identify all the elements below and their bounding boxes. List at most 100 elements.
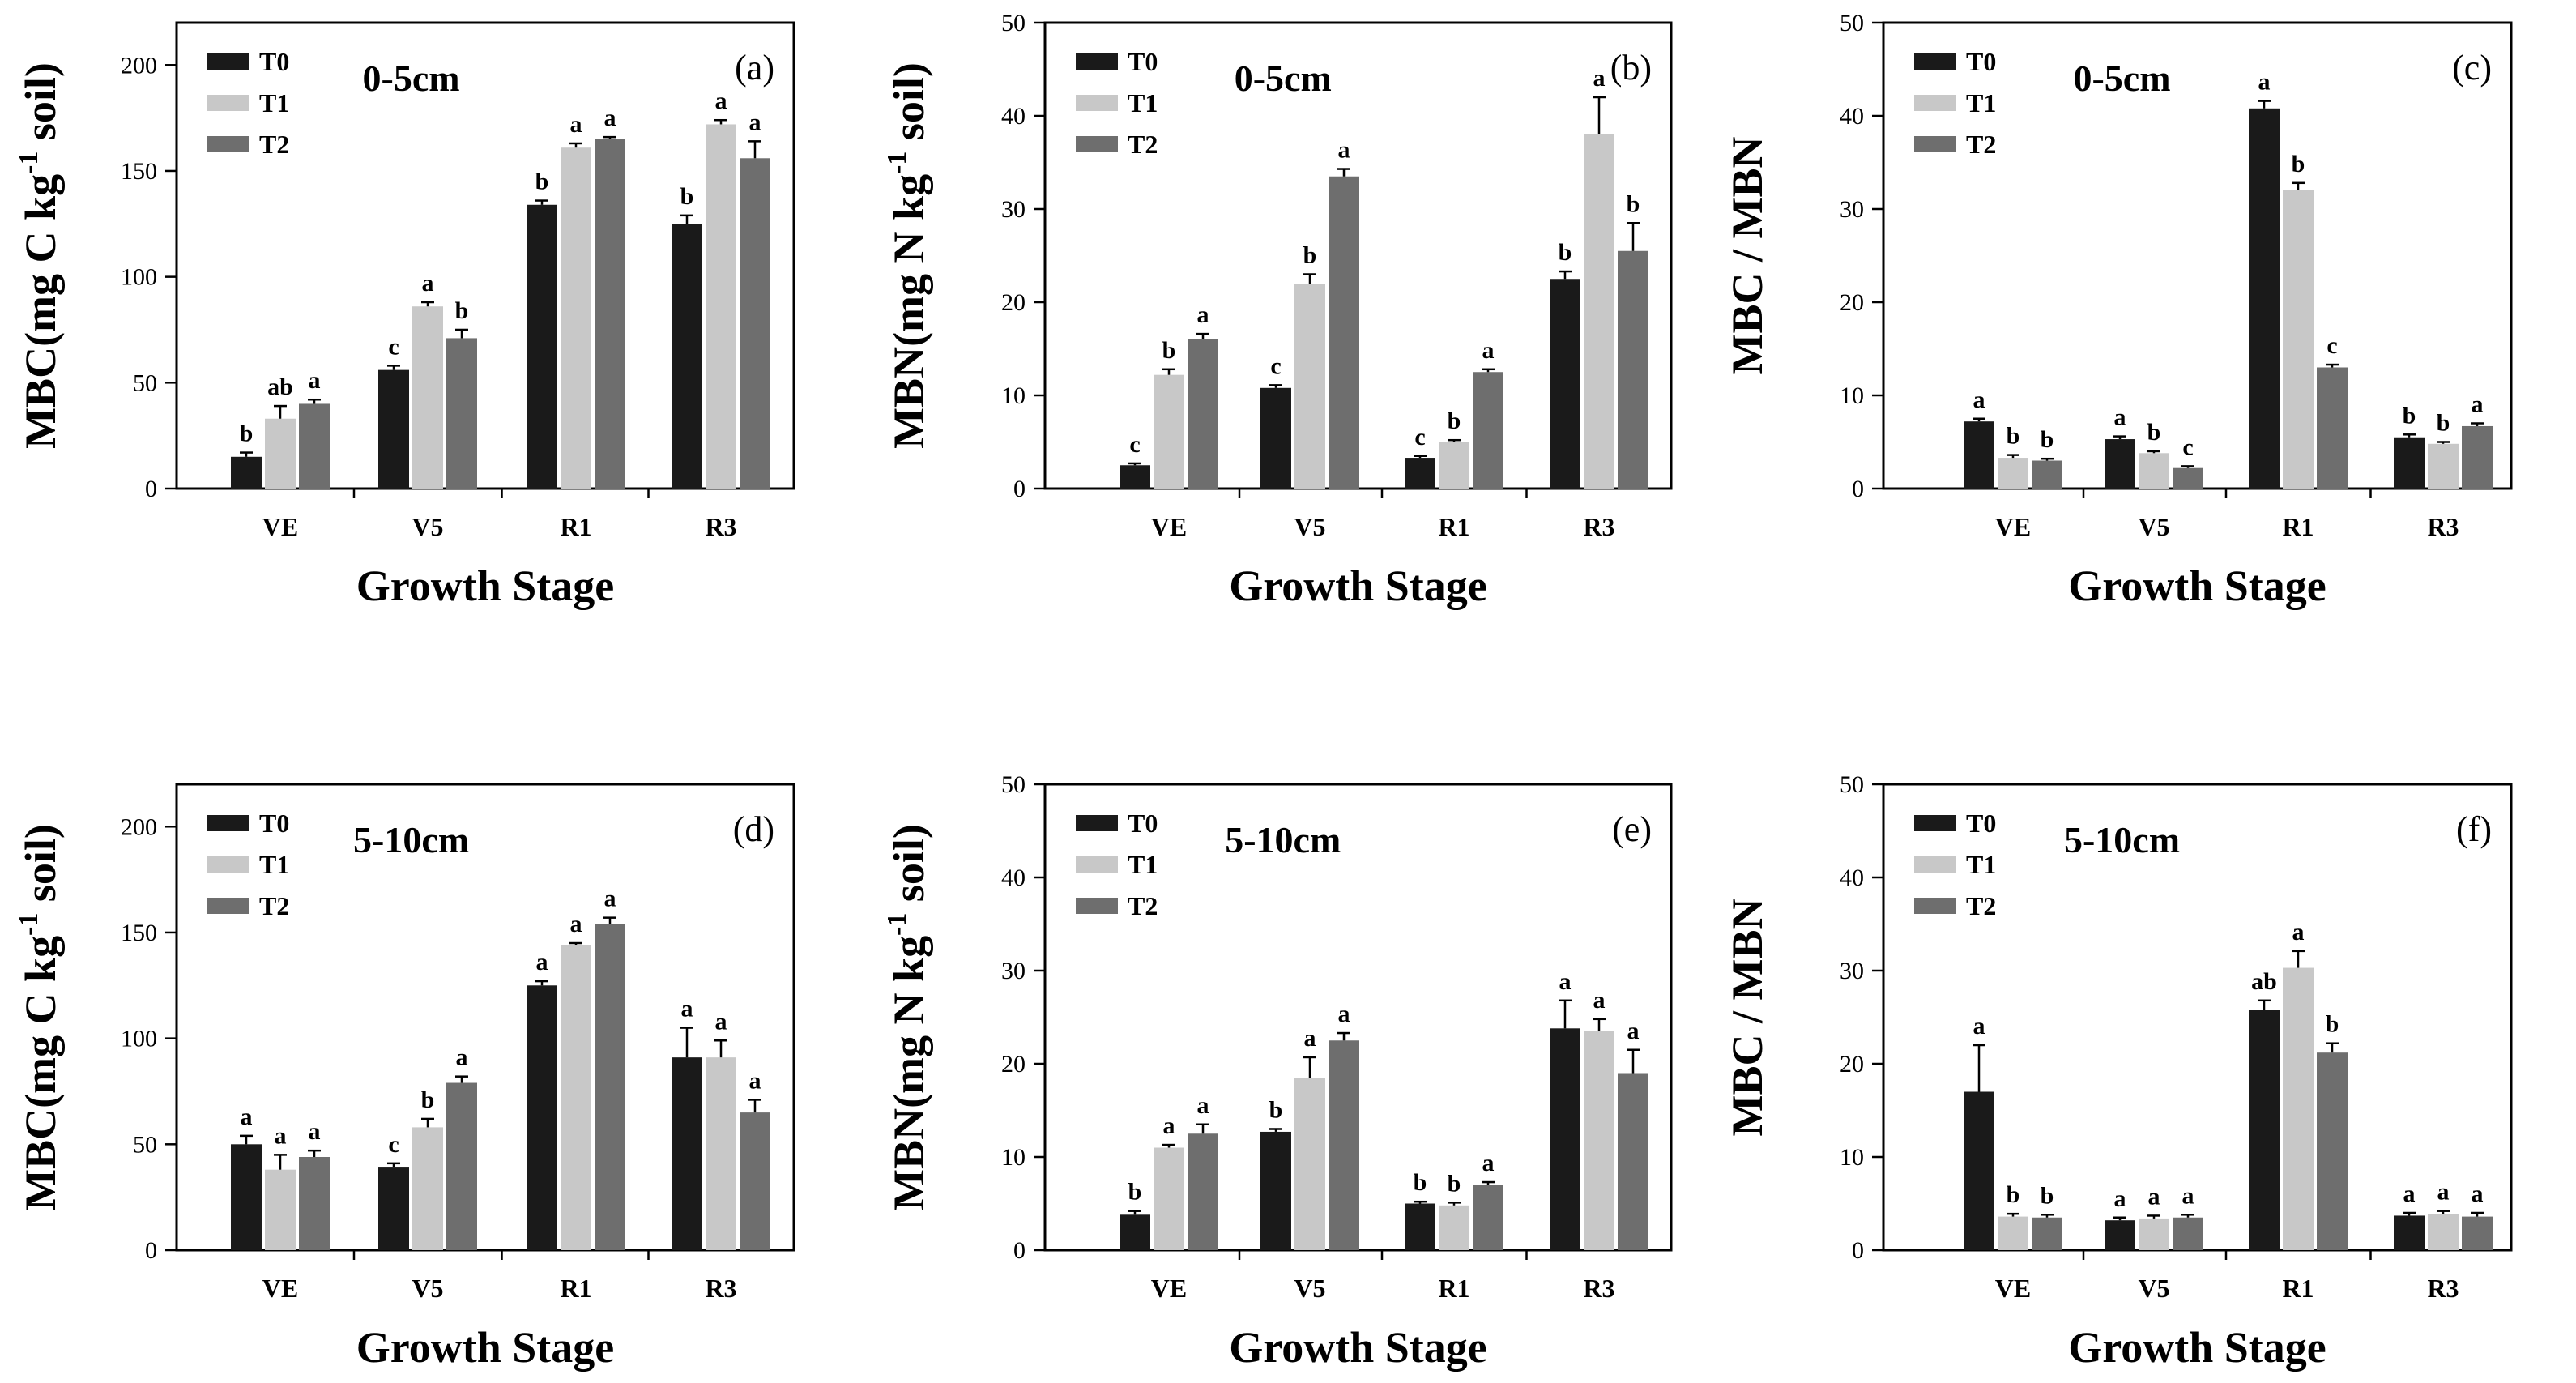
legend-label: T2 (259, 130, 289, 159)
panel-tag: (a) (735, 48, 774, 88)
x-tick-label: VE (262, 1274, 298, 1303)
x-tick-label: VE (1995, 1274, 2031, 1303)
bar-T2-VE (2032, 1217, 2062, 1250)
significance-letter: a (2258, 69, 2271, 96)
y-axis-label: MBC(mg C kg-1 soil) (14, 824, 65, 1210)
y-tick-label: 20 (1840, 289, 1864, 316)
significance-letter: b (1448, 1170, 1461, 1197)
bar-T0-R1 (1405, 1203, 1435, 1250)
y-tick-label: 40 (1001, 103, 1026, 130)
bar-T0-R3 (672, 224, 702, 489)
bar-T0-VE (231, 456, 262, 489)
y-tick-label: 30 (1001, 958, 1026, 984)
bar-T2-V5 (2173, 467, 2203, 489)
significance-letter: a (241, 1103, 253, 1130)
y-tick-label: 150 (121, 158, 157, 185)
y-tick-label: 0 (1852, 476, 1864, 502)
significance-letter: a (1973, 1013, 1985, 1039)
bar-T2-V5 (446, 338, 477, 489)
y-tick-label: 10 (1840, 1144, 1864, 1171)
significance-letter: b (1303, 242, 1317, 269)
bar-T2-V5 (2173, 1217, 2203, 1250)
bar-T1-V5 (1294, 284, 1325, 489)
bar-T2-R3 (2462, 1216, 2493, 1250)
significance-letter: b (1559, 239, 1572, 266)
bar-T2-R1 (2317, 1052, 2348, 1250)
x-tick-label: R3 (1583, 512, 1614, 541)
significance-letter: b (2147, 419, 2161, 446)
bar-T2-VE (1188, 339, 1218, 489)
significance-letter: a (1197, 1092, 1209, 1119)
significance-letter: c (1270, 352, 1281, 379)
significance-letter: b (1128, 1179, 1142, 1206)
y-axis-label-main: MBC(mg C kg (16, 174, 65, 449)
bar-T1-V5 (2139, 1218, 2169, 1250)
significance-letter: a (2437, 1179, 2450, 1206)
bar-T0-R1 (2249, 1010, 2280, 1250)
significance-letter: a (456, 1044, 468, 1071)
bar-T0-V5 (2105, 1220, 2135, 1250)
legend-swatch-T1 (207, 856, 249, 873)
bar-T2-R1 (1473, 372, 1503, 489)
significance-letter: a (715, 1008, 727, 1035)
panel-tag: (e) (1612, 809, 1652, 849)
legend-swatch-T1 (1914, 856, 1956, 873)
bar-T0-V5 (1260, 1131, 1291, 1250)
significance-letter: a (604, 886, 616, 912)
panel-tag: (b) (1610, 48, 1652, 88)
y-axis-label-sup: -1 (882, 152, 912, 174)
y-axis-label: MBC(mg C kg-1 soil) (14, 62, 65, 449)
significance-letter: a (749, 1067, 761, 1094)
legend-swatch-T2 (207, 136, 249, 152)
significance-letter: a (2114, 1185, 2126, 1212)
x-tick-label: R1 (560, 1274, 591, 1303)
bar-T2-R3 (740, 158, 770, 489)
y-tick-label: 10 (1001, 1144, 1026, 1171)
bar-T1-V5 (412, 1127, 443, 1250)
significance-letter: a (681, 996, 693, 1022)
x-tick-label: R3 (705, 1274, 736, 1303)
significance-letter: b (2403, 402, 2416, 429)
x-axis-label: Growth Stage (2068, 1323, 2327, 1372)
plot-frame (175, 783, 795, 1252)
significance-letter: c (1129, 431, 1140, 458)
legend-label: T2 (1966, 891, 1996, 920)
significance-letter: b (2007, 423, 2020, 450)
significance-letter: a (2182, 1182, 2194, 1209)
bar-T0-VE (1964, 1091, 1994, 1250)
legend-swatch-T1 (1914, 95, 1956, 111)
significance-letter: a (604, 105, 616, 131)
bar-T2-V5 (1329, 1040, 1359, 1250)
legend-label: T1 (1128, 850, 1158, 879)
plot-frame (175, 21, 795, 490)
panel-tag: (f) (2456, 809, 2492, 849)
significance-letter: a (1593, 987, 1606, 1014)
bar-T0-R3 (2394, 1215, 2425, 1250)
bar-T1-R1 (1439, 442, 1469, 489)
y-tick-label: 30 (1840, 958, 1864, 984)
y-axis-label-main: MBN(mg N kg (885, 174, 933, 449)
bar-T2-R3 (1618, 1073, 1648, 1250)
legend-swatch-T0 (1914, 815, 1956, 831)
significance-letter: b (1448, 408, 1461, 434)
significance-letter: a (570, 111, 582, 138)
y-tick-label: 40 (1840, 864, 1864, 891)
significance-letter: a (2403, 1180, 2416, 1207)
bar-T2-VE (299, 1157, 330, 1250)
bar-T0-R1 (2249, 108, 2280, 489)
x-tick-label: R1 (1438, 1274, 1469, 1303)
legend-swatch-T0 (1914, 53, 1956, 70)
bar-T0-R3 (672, 1057, 702, 1250)
bar-T1-R1 (561, 147, 591, 489)
legend-label: T2 (1966, 130, 1996, 159)
x-axis-label: Growth Stage (1229, 1323, 1487, 1372)
bar-T2-R3 (2462, 425, 2493, 489)
legend-label: T1 (259, 88, 289, 117)
x-tick-label: R3 (1583, 1274, 1614, 1303)
significance-letter: b (2041, 426, 2054, 453)
x-tick-label: R3 (2427, 512, 2459, 541)
bar-T0-R1 (527, 204, 557, 489)
